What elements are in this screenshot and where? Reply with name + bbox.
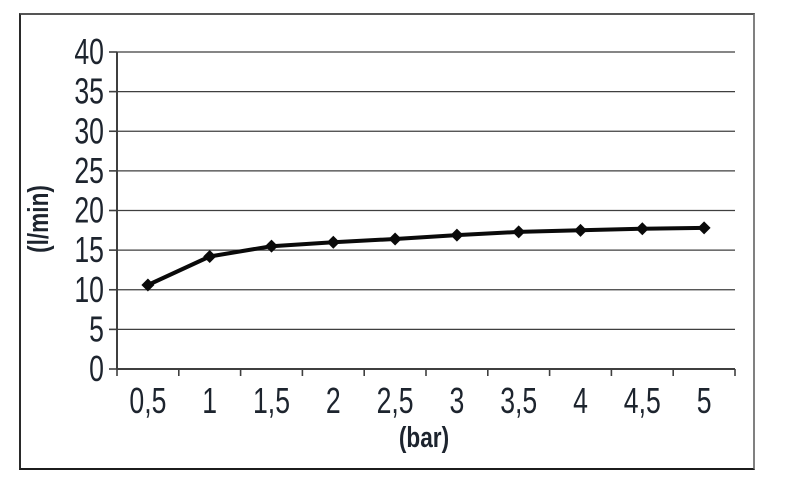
x-tick-label: 4 <box>573 380 588 421</box>
series-point-marker <box>697 221 711 235</box>
data-series <box>141 221 711 292</box>
y-tick-label: 5 <box>89 308 104 349</box>
series-point-marker <box>450 228 464 242</box>
x-tick-label: 3 <box>449 380 464 421</box>
x-tick-label: 3,5 <box>500 380 537 421</box>
series-point-marker <box>265 239 278 253</box>
x-tick-label: 2,5 <box>377 380 414 421</box>
y-tick-label: 35 <box>74 71 104 112</box>
x-tick-label: 5 <box>697 380 712 421</box>
y-tick-label: 40 <box>74 31 104 72</box>
series-point-marker <box>141 278 155 292</box>
y-tick-label: 25 <box>74 150 104 191</box>
series-point-marker <box>512 225 526 239</box>
x-tick-label: 1,5 <box>253 380 290 421</box>
series-point-marker <box>326 235 340 249</box>
x-tick-label: 1 <box>202 380 217 421</box>
x-tick-labels: 0,5 1 1,5 2 2,5 3 3,5 4 4,5 5 <box>129 380 711 421</box>
x-axis-title: (bar) <box>399 420 449 453</box>
series-point-marker <box>574 223 587 237</box>
series-point-marker <box>203 249 217 263</box>
series-line <box>145 225 707 287</box>
chart-frame <box>19 13 755 470</box>
x-tick-label: 4,5 <box>624 380 661 421</box>
y-tick-label: 30 <box>74 110 104 151</box>
y-tick-label: 20 <box>74 190 104 231</box>
x-tick-label: 2 <box>326 380 341 421</box>
y-tick-label: 10 <box>74 269 104 310</box>
series-point-marker <box>388 232 402 246</box>
x-tick-label: 0,5 <box>129 380 166 421</box>
axis-ticks <box>109 51 736 376</box>
y-tick-label: 0 <box>89 348 104 389</box>
y-tick-label: 15 <box>74 229 104 270</box>
y-axis-title: (l/min) <box>21 185 54 253</box>
gridlines <box>117 51 735 330</box>
series-point-marker <box>635 222 649 236</box>
